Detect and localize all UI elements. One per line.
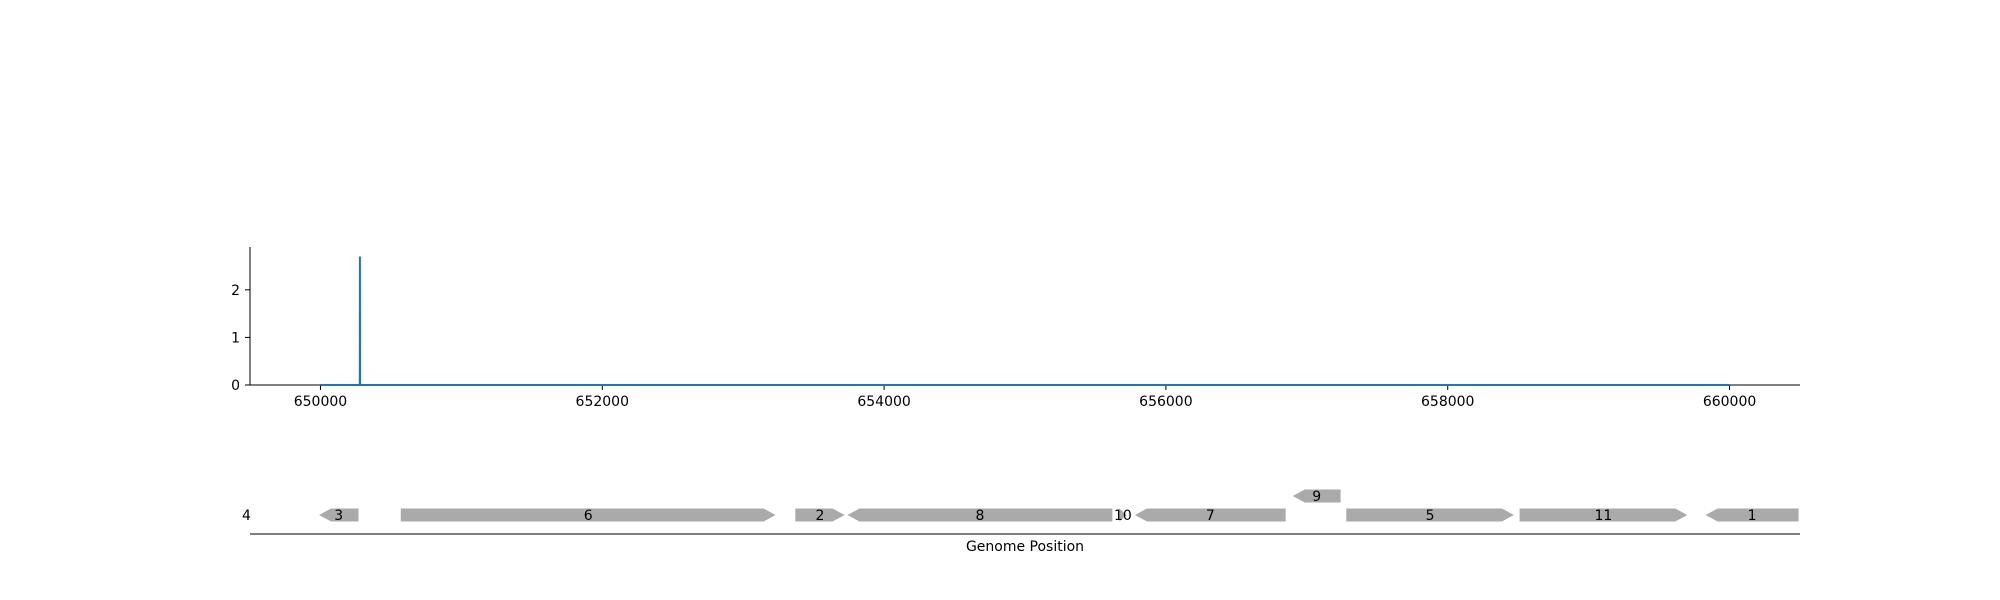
gene-7: 7 bbox=[1134, 508, 1286, 524]
coverage-ticks: 650000 652000 654000 656000 658000 660000 0 1 2 bbox=[231, 283, 1756, 410]
x-tick-label: 658000 bbox=[1421, 394, 1474, 410]
gene-label: 8 bbox=[975, 508, 984, 524]
gene-arrow bbox=[319, 508, 359, 522]
y-tick-label: 0 bbox=[231, 378, 240, 394]
coverage-series bbox=[320, 256, 1730, 386]
x-tick-label: 654000 bbox=[857, 394, 910, 410]
gene-3: 3 bbox=[319, 508, 359, 524]
gene-label: 6 bbox=[584, 508, 593, 524]
y-tick-label: 2 bbox=[231, 283, 240, 299]
gene-label: 4 bbox=[242, 508, 251, 524]
gene-arrow bbox=[1346, 508, 1514, 522]
gene-2: 2 bbox=[795, 508, 845, 524]
gene-8: 8 bbox=[847, 508, 1113, 524]
gene-arrow bbox=[1519, 508, 1688, 522]
gene-6: 6 bbox=[400, 508, 776, 524]
gene-label: 10 bbox=[1114, 508, 1132, 524]
gene-track-xlabel: Genome Position bbox=[966, 539, 1084, 555]
gene-track: 4 3 6 2 8 10 795 11 1 Genome Position bbox=[242, 489, 1800, 555]
gene-label: 5 bbox=[1426, 508, 1435, 524]
gene-5: 5 bbox=[1346, 508, 1514, 524]
gene-10: 10 bbox=[1114, 508, 1132, 524]
gene-features: 4 3 6 2 8 10 795 11 1 bbox=[242, 489, 1799, 524]
gene-arrow bbox=[1119, 508, 1127, 522]
gene-label: 9 bbox=[1312, 489, 1321, 505]
gene-label: 1 bbox=[1748, 508, 1757, 524]
gene-arrow bbox=[1292, 489, 1341, 503]
coverage-plot: 650000 652000 654000 656000 658000 660000 0 1 2 bbox=[231, 247, 1800, 410]
gene-4: 4 bbox=[242, 508, 251, 524]
y-tick-label: 1 bbox=[231, 330, 240, 346]
gene-arrow bbox=[795, 508, 845, 522]
gene-label: 11 bbox=[1595, 508, 1613, 524]
gene-9: 9 bbox=[1292, 489, 1341, 505]
x-tick-label: 650000 bbox=[294, 394, 347, 410]
coverage-axes bbox=[249, 247, 1800, 386]
gene-arrow bbox=[400, 508, 776, 522]
gene-label: 2 bbox=[816, 508, 825, 524]
gene-arrow bbox=[1134, 508, 1286, 522]
x-tick-label: 656000 bbox=[1139, 394, 1192, 410]
gene-11: 11 bbox=[1519, 508, 1688, 524]
gene-label: 7 bbox=[1206, 508, 1215, 524]
x-tick-label: 660000 bbox=[1703, 394, 1756, 410]
gene-arrow bbox=[847, 508, 1113, 522]
x-tick-label: 652000 bbox=[576, 394, 629, 410]
gene-label: 3 bbox=[334, 508, 343, 524]
gene-1: 1 bbox=[1705, 508, 1799, 524]
coverage-line bbox=[320, 256, 1730, 386]
gene-arrow bbox=[1705, 508, 1799, 522]
